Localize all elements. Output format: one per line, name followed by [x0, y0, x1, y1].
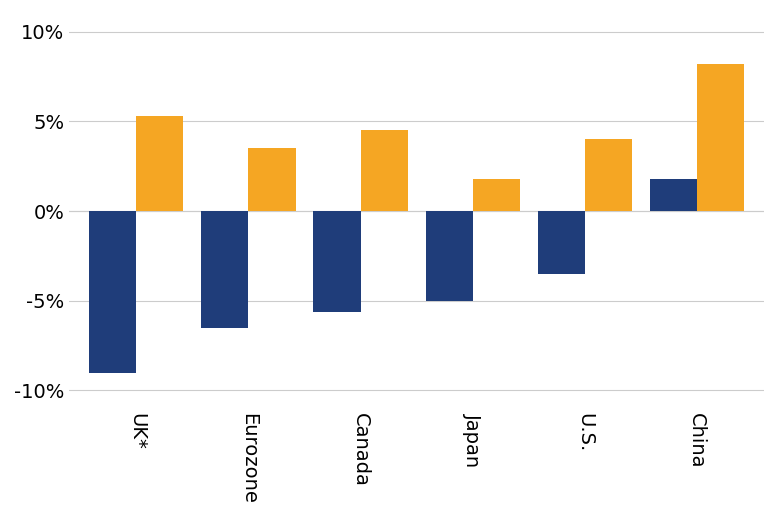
- Bar: [248, 148, 296, 211]
- Bar: [538, 211, 585, 274]
- Bar: [650, 179, 697, 211]
- Bar: [426, 211, 473, 301]
- Bar: [314, 211, 360, 311]
- Bar: [202, 211, 248, 328]
- Bar: [585, 139, 632, 211]
- Bar: [136, 116, 184, 211]
- Bar: [697, 64, 744, 211]
- Bar: [360, 131, 408, 211]
- Bar: [89, 211, 136, 372]
- Bar: [473, 179, 520, 211]
